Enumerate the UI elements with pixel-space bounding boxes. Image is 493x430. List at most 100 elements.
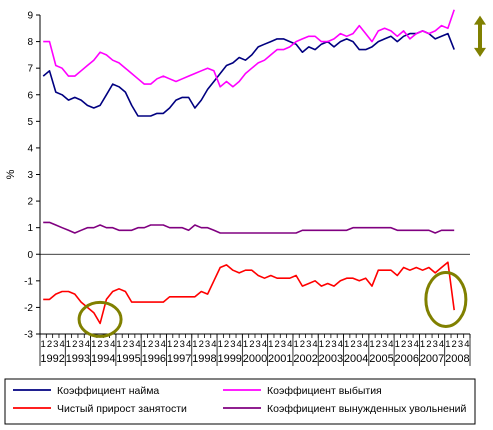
quarter-tick-label: 1 (41, 339, 46, 350)
quarter-tick-label: 2 (452, 339, 457, 350)
quarter-tick-label: 4 (85, 339, 90, 350)
y-tick-label: 2 (27, 197, 33, 208)
year-tick-label: 1997 (167, 353, 191, 365)
quarter-tick-label: 4 (262, 339, 267, 350)
year-tick-label: 2006 (395, 353, 419, 365)
quarter-tick-label: 3 (78, 339, 83, 350)
quarter-tick-label: 1 (395, 339, 400, 350)
y-tick-label: 5 (27, 117, 33, 128)
quarter-tick-label: 3 (180, 339, 185, 350)
double-arrow-head-down (474, 47, 486, 57)
year-tick-label: 1993 (66, 353, 90, 365)
series-line-2 (43, 9, 455, 88)
quarter-tick-label: 2 (123, 339, 128, 350)
legend-label-4: Коэффициент вынужденных увольнений (267, 403, 467, 415)
quarter-tick-label: 2 (72, 339, 77, 350)
quarter-tick-label: 3 (154, 339, 159, 350)
year-tick-label: 2005 (369, 353, 393, 365)
year-tick-label: 2002 (293, 353, 317, 365)
year-tick-label: 2001 (268, 353, 292, 365)
quarter-tick-label: 4 (59, 339, 64, 350)
quarter-tick-label: 2 (249, 339, 254, 350)
double-arrow-head-up (474, 15, 486, 25)
year-tick-label: 2000 (243, 353, 267, 365)
quarter-tick-label: 4 (388, 339, 393, 350)
y-tick-label: 3 (27, 170, 33, 181)
quarter-tick-label: 3 (458, 339, 463, 350)
quarter-tick-label: 3 (357, 339, 362, 350)
quarter-tick-label: 1 (445, 339, 450, 350)
year-tick-label: 1992 (40, 353, 64, 365)
quarter-tick-label: 1 (218, 339, 223, 350)
quarter-tick-label: 4 (338, 339, 343, 350)
quarter-tick-label: 2 (47, 339, 52, 350)
year-tick-label: 1998 (192, 353, 216, 365)
quarter-tick-label: 3 (407, 339, 412, 350)
quarter-tick-label: 3 (331, 339, 336, 350)
quarter-tick-label: 1 (192, 339, 197, 350)
year-tick-label: 2003 (319, 353, 343, 365)
legend: Коэффициент найма Коэффициент выбытия Чист… (4, 378, 476, 425)
y-tick-label: 7 (27, 64, 33, 75)
series-line-3 (43, 261, 455, 325)
quarter-tick-label: 1 (293, 339, 298, 350)
y-tick-label: 6 (27, 90, 33, 101)
y-tick-label: 9 (27, 11, 33, 22)
quarter-tick-label: 4 (464, 339, 469, 350)
quarter-tick-label: 3 (281, 339, 286, 350)
quarter-tick-label: 1 (167, 339, 172, 350)
quarter-tick-label: 2 (325, 339, 330, 350)
year-tick-label: 2004 (344, 353, 368, 365)
quarter-tick-label: 3 (433, 339, 438, 350)
quarter-tick-label: 2 (148, 339, 153, 350)
legend-label-2: Коэффициент выбытия (267, 385, 382, 397)
quarter-tick-label: 4 (414, 339, 419, 350)
quarter-tick-label: 1 (91, 339, 96, 350)
quarter-tick-label: 3 (104, 339, 109, 350)
year-tick-label: 2008 (445, 353, 469, 365)
y-tick-label: 8 (27, 37, 33, 48)
quarter-tick-label: 4 (161, 339, 166, 350)
quarter-tick-label: 1 (66, 339, 71, 350)
legend-label-3: Чистый прирост занятости (57, 403, 187, 415)
highlight-ellipse-1994 (77, 300, 123, 338)
y-tick-label: -1 (24, 276, 33, 287)
quarter-tick-label: 4 (363, 339, 368, 350)
quarter-tick-label: 1 (344, 339, 349, 350)
quarter-tick-label: 4 (237, 339, 242, 350)
quarter-tick-label: 3 (382, 339, 387, 350)
quarter-tick-label: 2 (426, 339, 431, 350)
series-line-1 (42, 30, 455, 117)
series-line-4 (43, 221, 455, 234)
quarter-tick-label: 2 (300, 339, 305, 350)
quarter-tick-label: 3 (230, 339, 235, 350)
quarter-tick-label: 1 (142, 339, 147, 350)
quarter-tick-label: 3 (256, 339, 261, 350)
quarter-tick-label: 2 (173, 339, 178, 350)
quarter-tick-label: 2 (401, 339, 406, 350)
quarter-tick-label: 4 (186, 339, 191, 350)
y-tick-label: -2 (24, 303, 33, 314)
quarter-tick-label: 3 (129, 339, 134, 350)
quarter-tick-label: 2 (224, 339, 229, 350)
quarter-tick-label: 2 (274, 339, 279, 350)
quarter-tick-label: 1 (116, 339, 121, 350)
quarter-tick-label: 1 (369, 339, 374, 350)
quarter-tick-label: 4 (287, 339, 292, 350)
highlight-ellipse-2008 (424, 270, 468, 328)
year-tick-label: 2007 (420, 353, 444, 365)
quarter-tick-label: 4 (439, 339, 444, 350)
year-tick-label: 1995 (116, 353, 140, 365)
quarter-tick-label: 4 (135, 339, 140, 350)
quarter-tick-label: 1 (268, 339, 273, 350)
quarter-tick-label: 2 (97, 339, 102, 350)
year-tick-label: 1999 (217, 353, 241, 365)
quarter-tick-label: 1 (420, 339, 425, 350)
legend-label-1: Коэффициент найма (57, 385, 159, 397)
year-tick-label: 1996 (142, 353, 166, 365)
legend-box (4, 378, 476, 425)
quarter-tick-label: 3 (53, 339, 58, 350)
quarter-tick-label: 4 (211, 339, 216, 350)
